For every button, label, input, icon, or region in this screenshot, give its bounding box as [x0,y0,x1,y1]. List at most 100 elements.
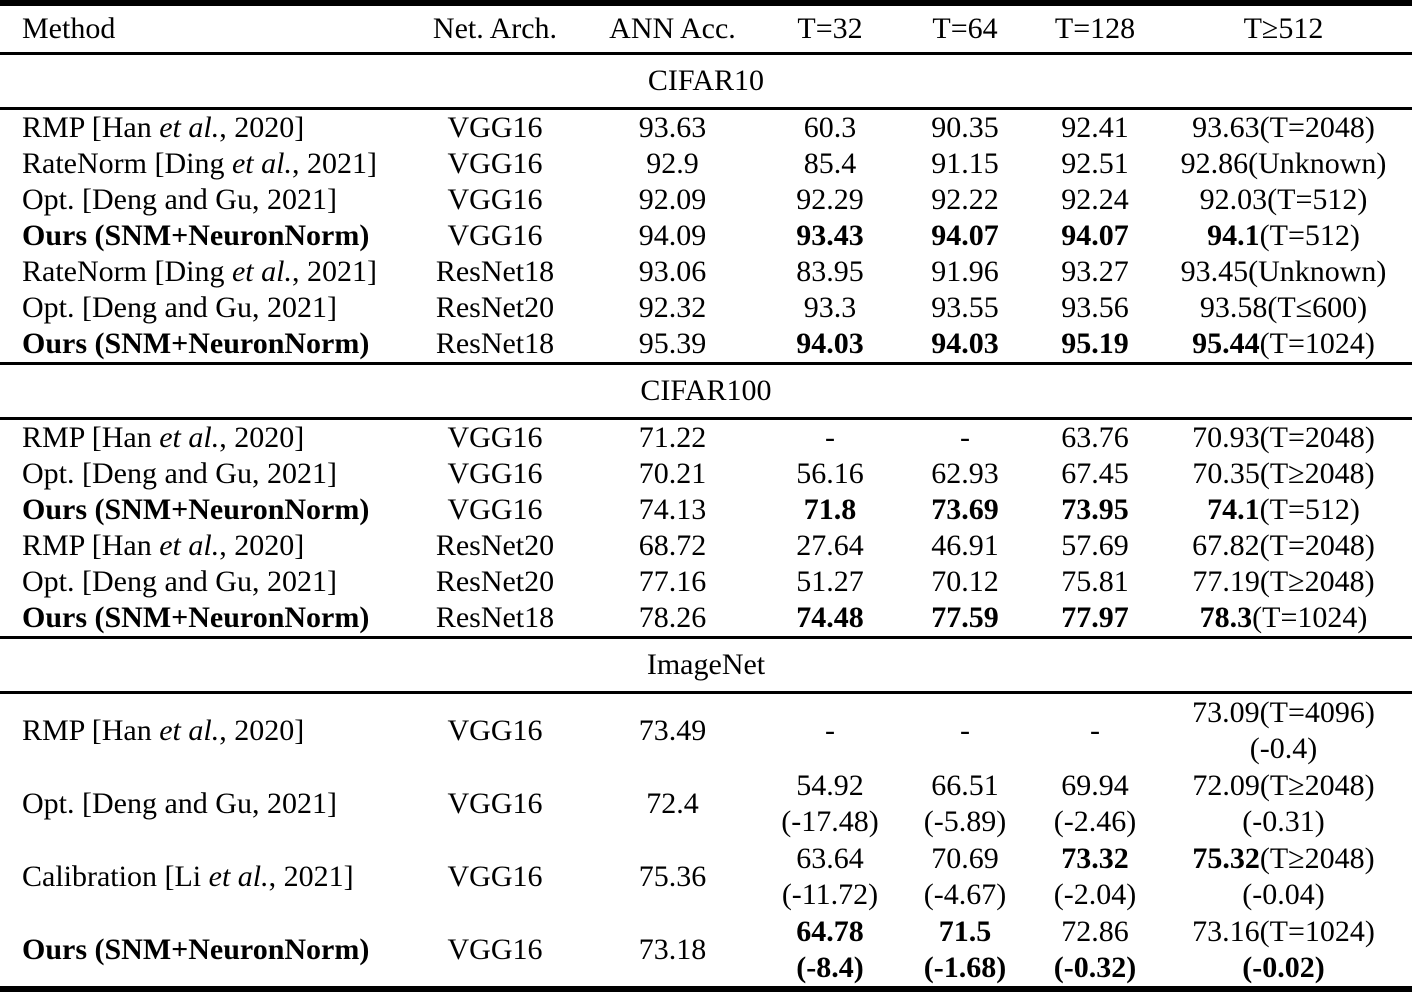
cell-line: 93.63(T=2048) [1155,110,1412,146]
table-head: Method Net. Arch. ANN Acc. T=32 T=64 T=1… [0,3,1412,55]
value-text: 75.32 [1192,841,1260,875]
table-row: Ours (SNM+NeuronNorm) VGG16 74.13 71.8 73.69… [0,492,1412,528]
cell-line: 72.09(T≥2048) [1155,768,1412,804]
t512-cell: 73.16(T=1024) (-0.02) [1155,913,1412,989]
cell-line: 77.97 [1035,600,1155,636]
method-text: et al. [231,255,292,288]
arch-cell: VGG16 [447,219,543,252]
value-text: 93.45(Unknown) [1180,255,1387,288]
cell-line: 93.58(T≤600) [1155,290,1412,326]
cell-line: 70.93(T=2048) [1155,420,1412,456]
cell-line: 93.27 [1035,254,1155,290]
cell-line: (-8.4) [765,950,895,986]
cell-line: 93.55 [895,290,1035,326]
value-text: 73.69 [931,493,999,526]
section-header: ImageNet [0,636,1412,694]
section-row: CIFAR10 [0,52,1412,110]
value-text: 92.03(T=512) [1199,183,1368,216]
t64-cell: 91.15 [895,146,1035,182]
cell-line: 95.44(T=1024) [1155,326,1412,362]
column-header-method: Method [0,3,410,55]
value-text: 70.35(T≥2048) [1192,457,1375,490]
t32-cell: 85.4 [765,146,895,182]
table-row: RMP [Han et al., 2020] VGG16 93.63 60.3 90.3… [0,109,1412,147]
t64-cell: 90.35 [895,109,1035,147]
cell-line: 77.19(T≥2048) [1155,564,1412,600]
t32-cell: 56.16 [765,456,895,492]
cell-line: (-11.72) [765,877,895,913]
cell-line: 78.3(T=1024) [1155,600,1412,636]
method-text: et al. [208,859,269,893]
t32-cell: 54.92 (-17.48) [765,767,895,840]
table-row: Ours (SNM+NeuronNorm) VGG16 73.18 64.78 (-8.… [0,913,1412,989]
t512-cell: 77.19(T≥2048) [1155,564,1412,600]
cell-line: - [765,420,895,456]
cell-line: 93.45(Unknown) [1155,254,1412,290]
method-text: RMP [Han [22,111,160,144]
ann-acc-cell: 93.06 [638,255,707,288]
cell-line: 67.82(T=2048) [1155,528,1412,564]
t128-cell: 95.19 [1035,326,1155,364]
cell-line: - [895,713,1035,749]
arch-cell: VGG16 [447,421,543,454]
cell-line: 70.12 [895,564,1035,600]
method-text: et al. [231,147,292,180]
method-text: , 2021] [291,147,377,180]
arch-cell: VGG16 [447,932,543,966]
t128-cell: 63.76 [1035,419,1155,457]
header-row: Method Net. Arch. ANN Acc. T=32 T=64 T=1… [0,3,1412,55]
column-header-t512: T≥512 [1155,3,1412,55]
value-text: 92.51 [1061,147,1129,180]
value-text: (-11.72) [781,877,879,911]
cell-line: 64.78 [765,914,895,950]
t128-cell: 93.27 [1035,254,1155,290]
table-row: RMP [Han et al., 2020] VGG16 73.49 - - - 73.09… [0,693,1412,768]
t32-cell: 94.03 [765,326,895,364]
method-text: Ours (SNM+NeuronNorm) [22,219,370,252]
cell-line: 51.27 [765,564,895,600]
cell-line: 72.86 [1035,914,1155,950]
cell-line: 71.5 [895,914,1035,950]
cell-line: 91.96 [895,254,1035,290]
cell-line: 71.8 [765,492,895,528]
method-cell: RMP [Han et al., 2020] [0,528,410,564]
table-row: RMP [Han et al., 2020] VGG16 71.22 - - 63.76 7… [0,419,1412,457]
value-text: 66.51 [931,768,999,802]
value-text: (T=512) [1259,219,1360,252]
value-text: 94.1 [1207,219,1260,252]
value-text: 93.43 [796,219,864,252]
value-text: 27.64 [796,529,864,562]
cell-line: 27.64 [765,528,895,564]
value-text: (-0.04) [1242,877,1325,911]
t64-cell: - [895,419,1035,457]
arch-cell: ResNet20 [435,565,555,598]
value-text: 92.29 [796,183,864,216]
cell-line: 60.3 [765,110,895,146]
value-text: 63.76 [1061,421,1129,454]
value-text: 93.56 [1061,291,1129,324]
t64-cell: - [895,693,1035,768]
t32-cell: 71.8 [765,492,895,528]
ann-acc-cell: 77.16 [638,565,707,598]
method-cell: Ours (SNM+NeuronNorm) [0,492,410,528]
t64-cell: 92.22 [895,182,1035,218]
t64-cell: 93.55 [895,290,1035,326]
value-text: 57.69 [1061,529,1129,562]
value-text: 92.41 [1061,111,1129,144]
t128-cell: 69.94 (-2.46) [1035,767,1155,840]
ann-acc-cell: 73.49 [638,713,707,747]
table-row: Opt. [Deng and Gu, 2021] ResNet20 92.32 93.… [0,290,1412,326]
value-text: - [825,713,835,747]
ann-acc-cell: 73.18 [638,932,707,966]
method-text: et al. [159,421,220,454]
method-text: , 2020] [219,529,305,562]
method-text: Opt. [Deng and Gu, 2021] [22,183,337,216]
cell-line: (-0.04) [1155,877,1412,913]
value-text: 56.16 [796,457,864,490]
t32-cell: 63.64 (-11.72) [765,840,895,913]
value-text: 73.32 [1061,841,1129,875]
t128-cell: 94.07 [1035,218,1155,254]
value-text: (-5.89) [923,804,1007,838]
cell-line: 94.03 [765,326,895,362]
method-text: Opt. [Deng and Gu, 2021] [22,565,337,598]
